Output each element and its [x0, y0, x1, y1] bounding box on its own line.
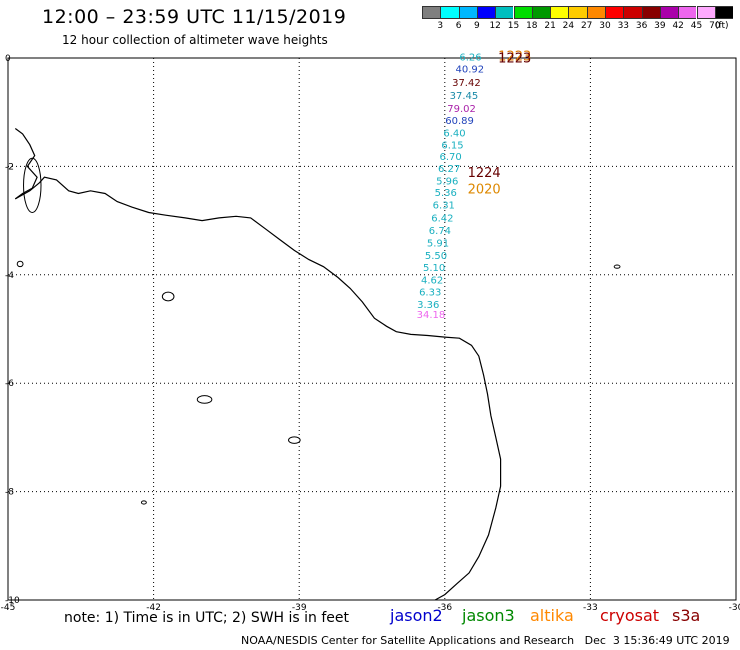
x-tick-label: -30 [729, 603, 740, 613]
map-frame [7, 57, 737, 601]
y-tick-label: -4 [5, 271, 14, 281]
y-tick-label: -6 [5, 379, 14, 389]
pass-time-label: 2020 [468, 183, 501, 198]
scale-swatch [440, 6, 459, 19]
y-tick-label: 0 [5, 54, 11, 64]
scale-swatch [422, 6, 441, 19]
footer-note: note: 1) Time is in UTC; 2) SWH is in fe… [64, 610, 350, 626]
scale-label: 33 [617, 21, 630, 31]
swh-value: 60.89 [445, 116, 474, 127]
swh-value: 6.74 [429, 226, 451, 237]
island-outline [161, 291, 175, 302]
pass-time-label: 1223 [498, 51, 531, 66]
credit-line: NOAA/NESDIS Center for Satellite Applica… [241, 634, 730, 647]
y-tick-label: -8 [5, 488, 14, 498]
scale-swatch [568, 6, 587, 19]
satellite-name: cryosat [600, 606, 660, 625]
scale-swatch [458, 6, 477, 19]
swh-value: 5.36 [435, 188, 457, 199]
scale-label: 21 [544, 21, 556, 31]
scale-label: 24 [562, 21, 575, 31]
scale-swatch [714, 6, 734, 19]
swh-value: 6.70 [439, 152, 461, 163]
scale-label: 27 [580, 21, 593, 31]
scale-swatch [605, 6, 624, 19]
scale-label: 36 [635, 21, 648, 31]
swh-value: 37.45 [450, 91, 479, 102]
scale-swatch [696, 6, 715, 19]
swh-value: 6.33 [419, 287, 441, 298]
swh-value: 40.92 [455, 65, 484, 76]
map-grid [8, 58, 736, 600]
x-tick-label: -45 [1, 603, 16, 613]
x-tick-label: -36 [437, 603, 452, 613]
x-tick-label: -42 [146, 603, 161, 613]
scale-label: 42 [672, 21, 684, 31]
pass-time-label: 1223 [498, 50, 531, 65]
scale-label: 39 [654, 21, 666, 31]
scale-swatch [495, 6, 514, 19]
swh-value: 79.02 [447, 104, 476, 115]
altimeter-track: 6.2640.9237.4237.4579.0260.896.406.156.7… [417, 50, 532, 321]
scale-label: 18 [526, 21, 538, 31]
island-outline [23, 157, 42, 213]
map-title: 12:00 – 23:59 UTC 11/15/2019 [42, 6, 347, 28]
swh-value: 5.10 [423, 263, 445, 274]
island-outline [16, 260, 24, 268]
y-tick-label: -10 [5, 596, 20, 606]
swh-value: 34.18 [417, 310, 446, 321]
swh-value: 6.26 [459, 53, 481, 64]
y-tick-label: -2 [5, 162, 14, 172]
swh-value: 6.31 [433, 201, 455, 212]
island-outline [613, 264, 621, 269]
scale-label: 3 [437, 21, 444, 31]
swh-value: 5.91 [427, 239, 449, 250]
bay-coast [14, 128, 38, 200]
swh-value: 6.42 [431, 214, 453, 225]
axis-ticks: -45 -42 -39 -36 -33 -30 0 -2 -4 -6 -8 -10 [1, 54, 740, 613]
scale-swatch [623, 6, 642, 19]
scale-label: 70 [709, 21, 721, 31]
pass-time-label: 1224 [468, 166, 501, 181]
scale-swatch [476, 6, 496, 19]
satellite-name: jason2 [390, 606, 443, 625]
coastline [14, 128, 621, 601]
scale-label: 45 [690, 21, 703, 31]
swh-value: 6.27 [438, 164, 460, 175]
scale-swatch [678, 6, 697, 19]
satellite-name: s3a [672, 606, 701, 625]
swh-value: 37.42 [452, 78, 481, 89]
swh-value: 5.96 [436, 176, 458, 187]
x-tick-label: -39 [292, 603, 307, 613]
island-outline [140, 500, 147, 505]
mainland-coast [15, 176, 502, 601]
scale-swatch [513, 6, 532, 19]
scale-swatch [531, 6, 551, 19]
scale-swatch [641, 6, 660, 19]
island-outline [288, 436, 301, 444]
scale-label: 9 [474, 21, 480, 31]
scale-units: (ft) [715, 21, 729, 31]
satellite-name: jason3 [462, 606, 515, 625]
scale-swatch [586, 6, 605, 19]
island-outline [196, 395, 213, 404]
swh-value: 6.15 [441, 141, 463, 152]
scale-label: 12 [489, 21, 501, 31]
swh-value: 5.50 [425, 251, 447, 262]
swh-value: 3.36 [417, 300, 439, 311]
scale-label: 15 [507, 21, 520, 31]
map-subtitle: 12 hour collection of altimeter wave hei… [62, 33, 328, 47]
x-tick-label: -33 [583, 603, 598, 613]
scale-swatch [550, 6, 569, 19]
plot-border [7, 57, 737, 601]
satellite-name: altika [530, 606, 574, 625]
scale-label: 6 [455, 21, 462, 31]
swh-value: 4.62 [421, 275, 443, 286]
swh-value: 6.40 [443, 129, 465, 140]
scale-label: 30 [599, 21, 611, 31]
scale-swatch [659, 6, 679, 19]
